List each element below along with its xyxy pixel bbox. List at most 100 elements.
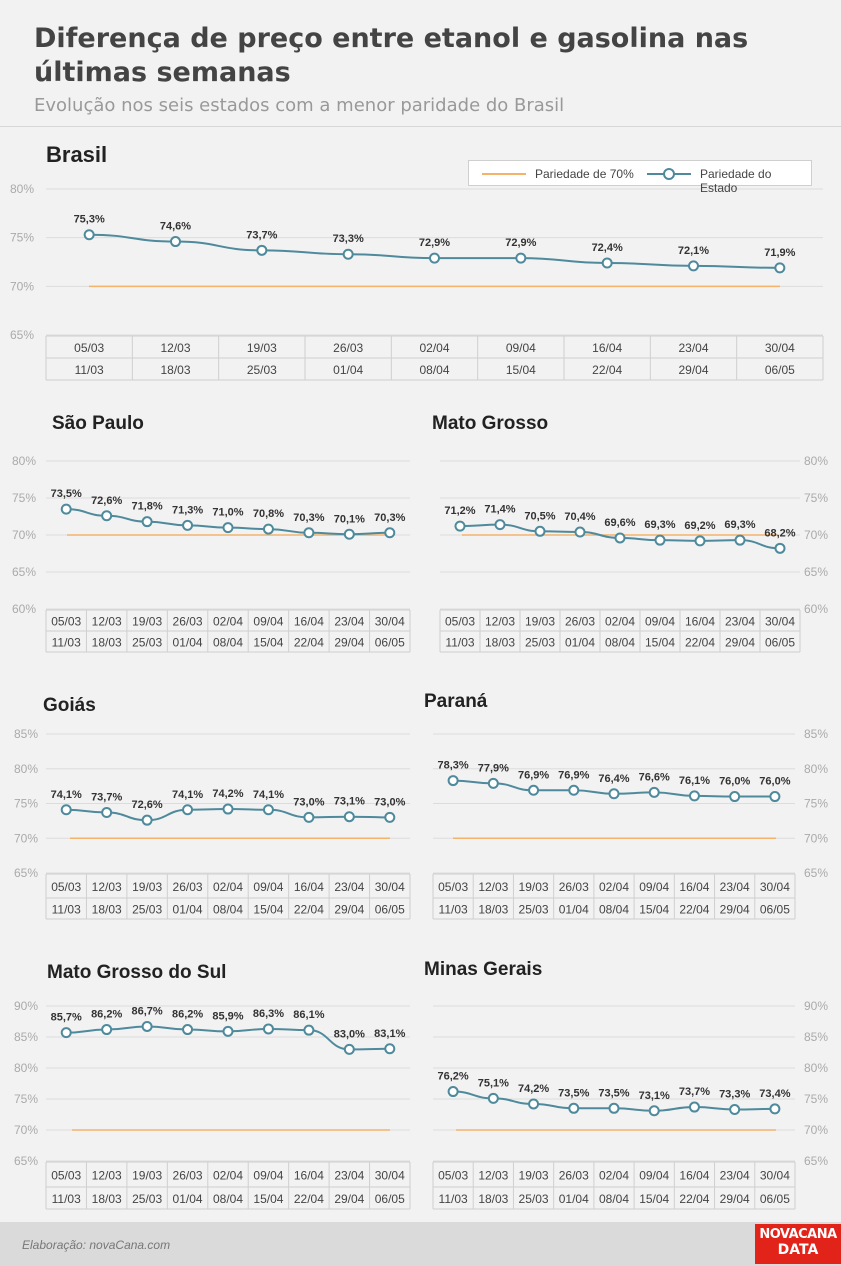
x-tick-label-start: 05/03 [438, 1169, 468, 1183]
data-label: 73,5% [598, 1087, 629, 1099]
x-tick-label-end: 25/03 [132, 636, 162, 650]
series-line [66, 1025, 390, 1051]
y-tick-label: 70% [804, 528, 828, 542]
y-tick-label: 65% [804, 565, 828, 579]
data-point [262, 523, 274, 535]
x-tick-label-start: 26/03 [333, 341, 363, 355]
series-line [459, 523, 781, 550]
x-tick-label-end: 06/05 [760, 1192, 790, 1206]
data-label: 71,0% [212, 507, 243, 519]
data-point [384, 811, 396, 823]
x-tick-label-start: 23/04 [334, 1169, 364, 1183]
data-label: 73,4% [759, 1088, 790, 1100]
x-tick-label-start: 02/04 [599, 880, 629, 894]
page-title: Diferença de preço entre etanol e gasoli… [34, 23, 749, 88]
data-point [769, 791, 781, 803]
data-point [487, 1092, 499, 1104]
data-label: 73,1% [334, 796, 365, 808]
data-point [614, 532, 626, 544]
x-tick-label-start: 09/04 [639, 1169, 669, 1183]
y-tick-label: 75% [10, 231, 34, 245]
x-tick-label-end: 11/03 [445, 636, 474, 650]
chart-2: Mato Grosso 60% 65% 70% 75% 80% 05/03 12/03 19/0… [432, 413, 828, 653]
data-point [303, 527, 315, 539]
x-tick-label-end: 08/04 [599, 1192, 629, 1206]
data-label: 71,4% [484, 504, 515, 516]
data-label: 73,7% [246, 229, 277, 241]
data-label: 74,2% [518, 1083, 549, 1095]
y-tick-label: 75% [14, 1092, 38, 1106]
x-tick-label-start: 26/03 [173, 1169, 203, 1183]
x-tick-label-start: 23/04 [334, 880, 364, 894]
x-tick-label-end: 18/03 [478, 1192, 508, 1206]
data-point [256, 244, 268, 256]
x-tick-label-end: 08/04 [213, 903, 243, 917]
data-point [60, 804, 72, 816]
data-point [101, 807, 113, 819]
x-tick-label-end: 22/04 [679, 903, 709, 917]
data-label: 69,3% [644, 519, 675, 531]
y-tick-label: 65% [804, 866, 828, 880]
x-tick-label-start: 02/04 [599, 1169, 629, 1183]
data-label: 72,1% [678, 245, 709, 257]
data-label: 76,9% [558, 769, 589, 781]
data-point [101, 1024, 113, 1036]
y-tick-label: 85% [804, 1030, 828, 1044]
x-tick-label-end: 18/03 [92, 636, 122, 650]
data-label: 72,4% [592, 242, 623, 254]
x-tick-label-end: 15/04 [506, 363, 536, 377]
data-label: 76,6% [639, 771, 670, 783]
data-label: 71,3% [172, 504, 203, 516]
chart-6: Minas Gerais 65% 70% 75% 80% 85% 90% 05/03 12/03… [424, 959, 828, 1210]
data-label: 69,3% [724, 519, 755, 531]
x-tick-label-start: 26/03 [565, 615, 595, 629]
chart-title: Goiás [43, 695, 96, 716]
x-tick-label-start: 09/04 [506, 341, 536, 355]
data-label: 71,8% [132, 501, 163, 513]
x-tick-label-start: 16/04 [592, 341, 622, 355]
x-tick-label-start: 12/03 [92, 880, 122, 894]
x-tick-label-end: 25/03 [519, 903, 549, 917]
data-point [729, 791, 741, 803]
series-line [66, 508, 390, 536]
x-tick-label-end: 22/04 [679, 1192, 709, 1206]
data-point [182, 804, 194, 816]
footer-credit: Elaboração: novaCana.com [22, 1238, 171, 1252]
data-label: 78,3% [438, 760, 469, 772]
x-tick-label-start: 09/04 [639, 880, 669, 894]
y-tick-label: 75% [14, 797, 38, 811]
y-tick-label: 80% [10, 182, 34, 196]
x-tick-label-end: 15/04 [645, 636, 675, 650]
data-point [574, 526, 586, 538]
series-line [453, 779, 775, 798]
data-label: 74,6% [160, 221, 191, 233]
x-tick-label-end: 22/04 [592, 363, 622, 377]
novacana-data-logo: NOVACANA DATA [755, 1224, 841, 1264]
chart-title: Paraná [424, 691, 488, 712]
data-point [343, 1043, 355, 1055]
data-label: 85,7% [51, 1012, 82, 1024]
x-tick-label-end: 18/03 [160, 363, 190, 377]
chart-title: Mato Grosso [432, 413, 548, 434]
x-tick-label-start: 12/03 [478, 1169, 508, 1183]
x-tick-label-end: 25/03 [525, 636, 555, 650]
data-label: 71,2% [444, 505, 475, 517]
data-label: 77,9% [478, 762, 509, 774]
data-label: 73,0% [374, 796, 405, 808]
y-tick-label: 75% [12, 491, 36, 505]
header-divider [0, 126, 841, 127]
data-point [222, 522, 234, 534]
data-label: 83,1% [374, 1028, 405, 1040]
x-tick-label-start: 19/03 [132, 615, 162, 629]
y-tick-label: 65% [14, 866, 38, 880]
y-tick-label: 75% [804, 797, 828, 811]
data-point [262, 804, 274, 816]
x-tick-label-end: 29/04 [720, 903, 750, 917]
x-tick-label-start: 16/04 [679, 880, 709, 894]
y-tick-label: 90% [804, 999, 828, 1013]
data-point [769, 1103, 781, 1115]
y-tick-label: 65% [12, 565, 36, 579]
x-tick-label-start: 19/03 [247, 341, 277, 355]
chart-title: Minas Gerais [424, 959, 542, 980]
x-tick-label-start: 09/04 [645, 615, 675, 629]
